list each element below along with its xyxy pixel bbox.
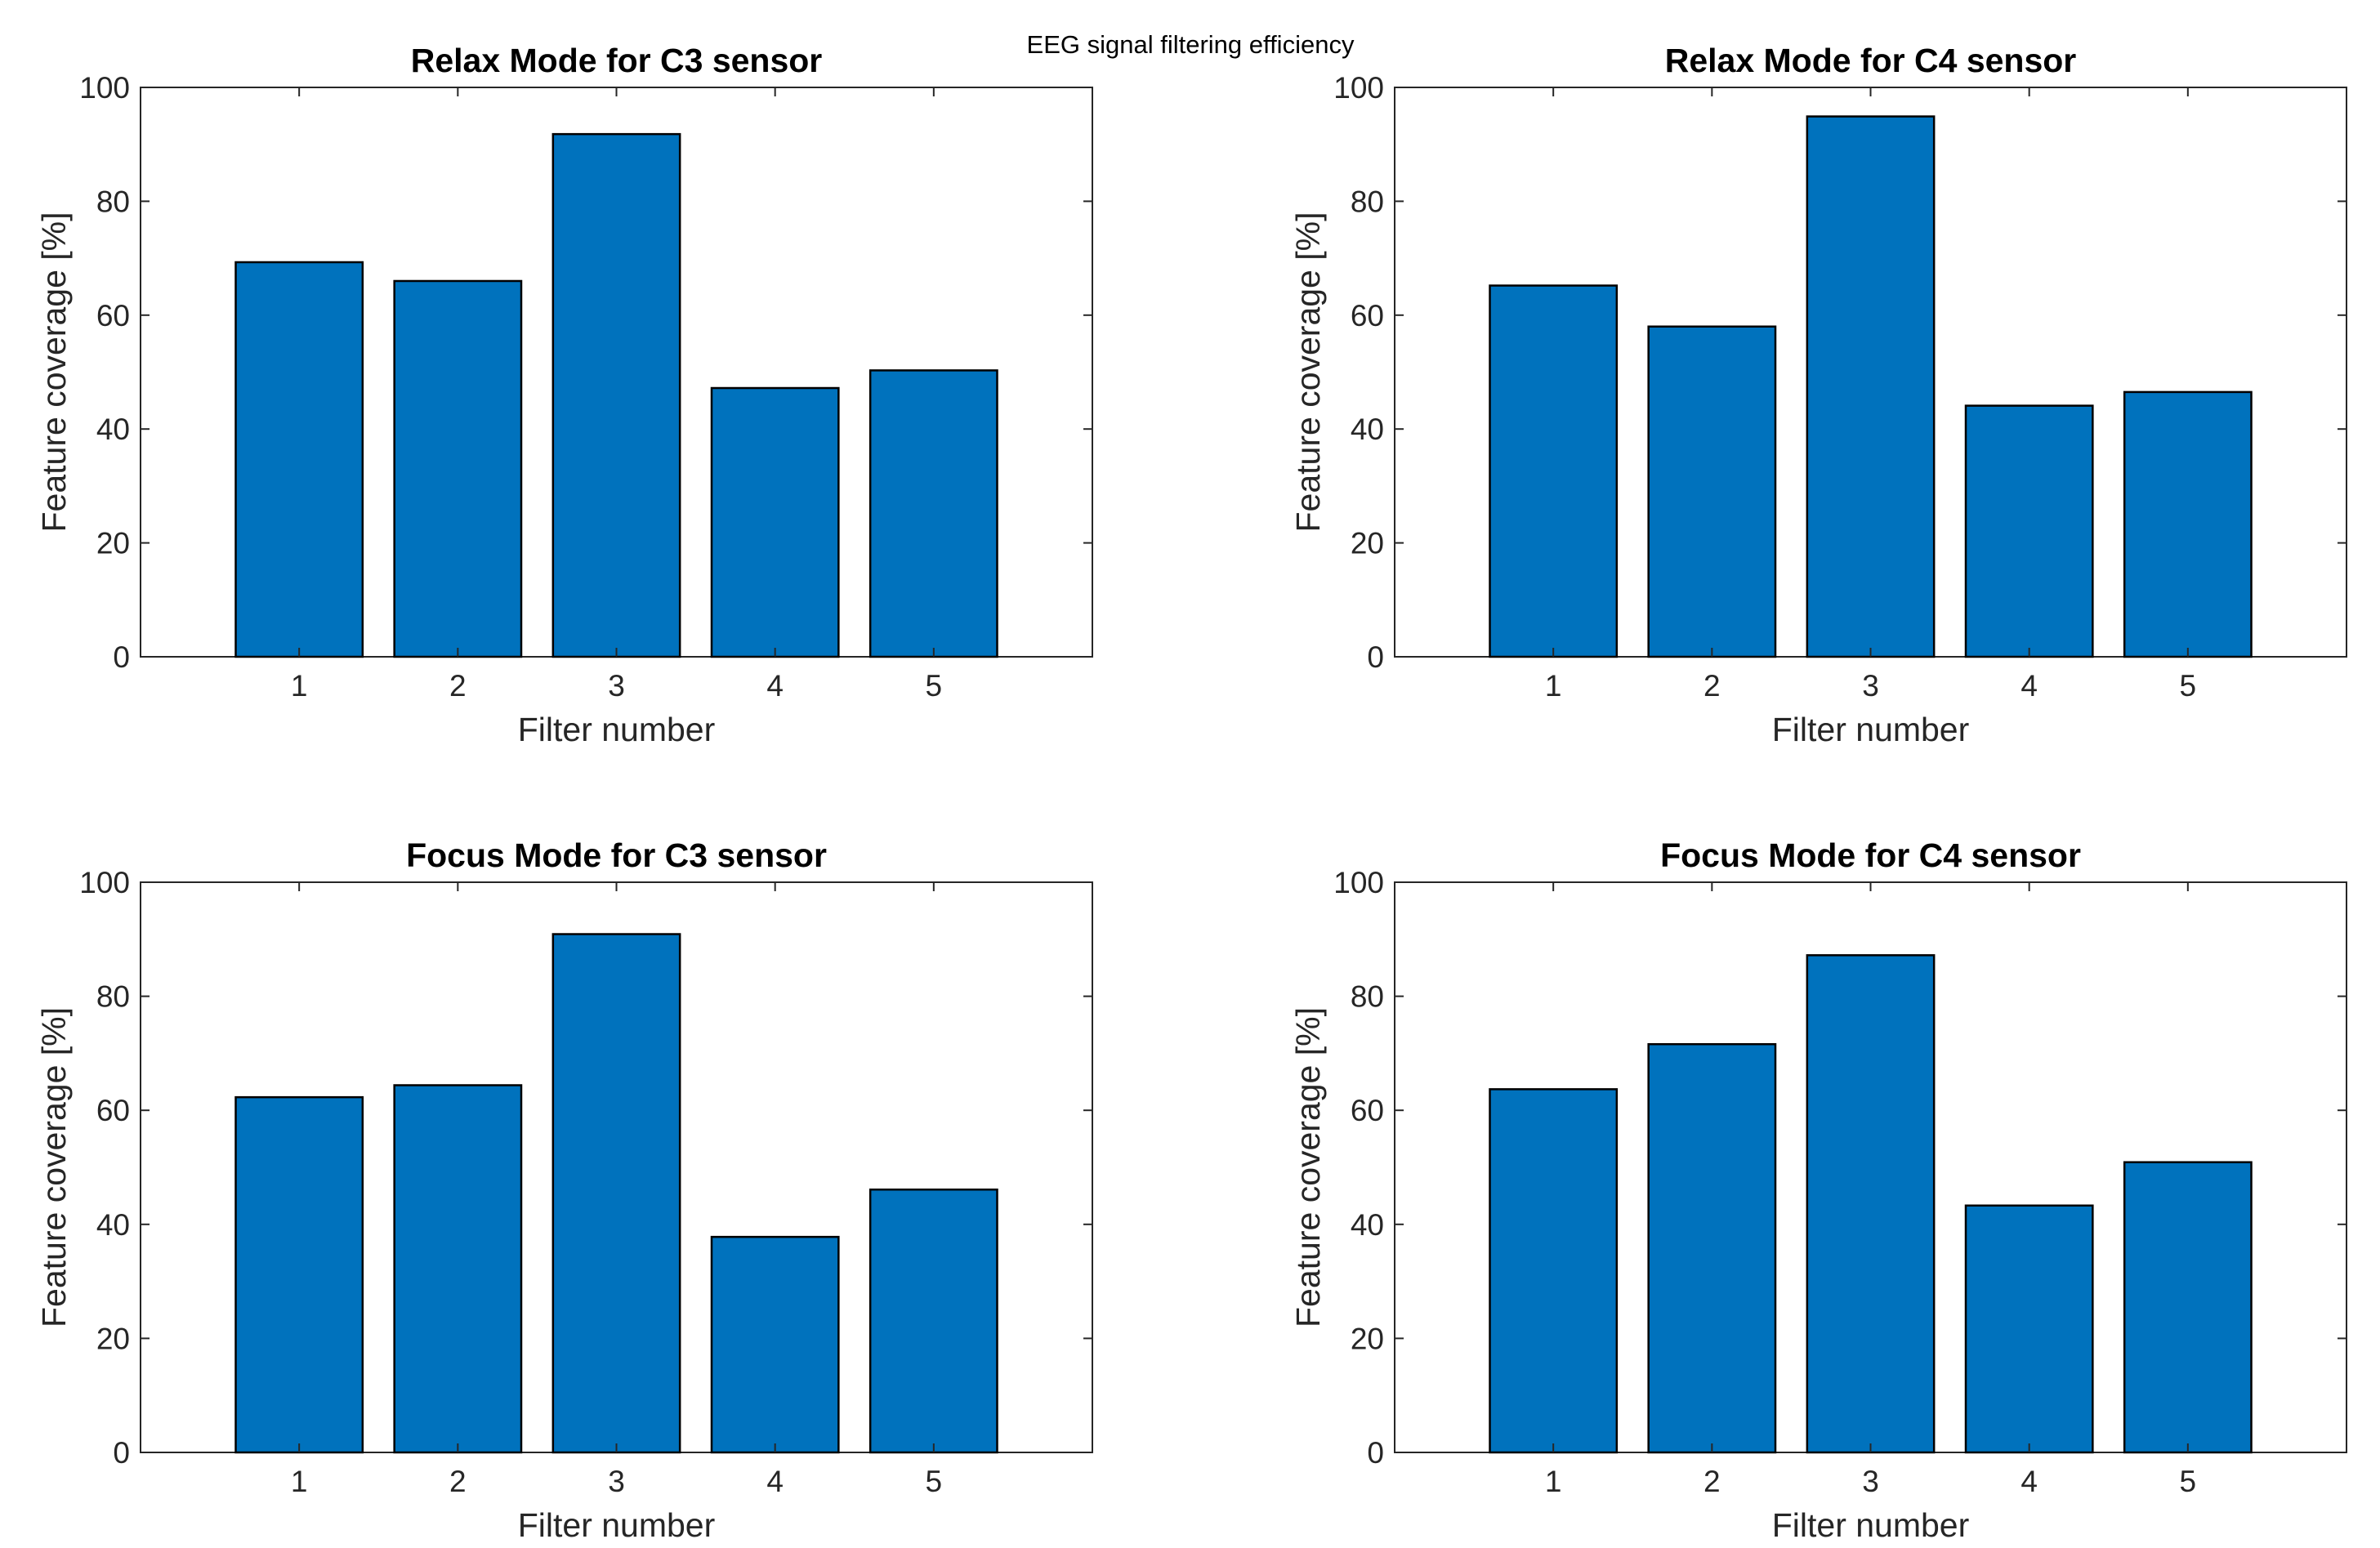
y-tick-label: 100 — [1333, 71, 1384, 105]
y-tick-label: 80 — [1351, 185, 1384, 218]
y-tick-label: 80 — [1351, 980, 1384, 1014]
y-tick-label: 60 — [1351, 1094, 1384, 1127]
y-tick-label: 0 — [113, 1436, 130, 1470]
bar-filter-4 — [710, 386, 840, 658]
y-tick-label: 80 — [96, 185, 130, 218]
x-tick-label: 5 — [926, 669, 943, 703]
x-tick-label: 4 — [2021, 669, 2038, 703]
y-axis-label: Feature coverage [%] — [1289, 212, 1327, 533]
bar-filter-4 — [710, 1235, 840, 1454]
y-tick-label: 20 — [1351, 527, 1384, 560]
y-tick-label: 100 — [79, 866, 130, 899]
bar-filter-1 — [234, 261, 364, 658]
subplot-focus-c4: Focus Mode for C4 sensor Filter number F… — [1289, 836, 2347, 1544]
x-tick-label: 4 — [766, 1465, 784, 1498]
bar-filter-5 — [868, 1188, 998, 1454]
subplot-relax-c3: Relax Mode for C3 sensor Filter number F… — [35, 42, 1093, 748]
subplot-title: Relax Mode for C3 sensor — [411, 42, 823, 79]
x-tick-label: 4 — [2021, 1465, 2038, 1498]
x-tick-label: 2 — [1704, 669, 1721, 703]
bar-filter-4 — [1964, 1204, 2094, 1454]
x-axis-label: Filter number — [1772, 1506, 1970, 1544]
x-tick-label: 3 — [608, 1465, 625, 1498]
bar-filter-3 — [551, 132, 681, 658]
y-axis-label: Feature coverage [%] — [35, 212, 73, 533]
subplot-title: Focus Mode for C4 sensor — [1660, 836, 2081, 874]
subplot-focus-c3: Focus Mode for C3 sensor Filter number F… — [35, 836, 1093, 1544]
bar-filter-1 — [234, 1095, 364, 1454]
subplot-title: Focus Mode for C3 sensor — [406, 836, 827, 874]
figure-suptitle: EEG signal filtering efficiency — [1027, 30, 1355, 59]
y-tick-label: 80 — [96, 980, 130, 1014]
bar-filter-3 — [1806, 115, 1936, 658]
y-tick-label: 20 — [96, 527, 130, 560]
bar-filter-3 — [551, 933, 681, 1454]
y-tick-label: 40 — [1351, 1208, 1384, 1242]
y-tick-label: 40 — [96, 1208, 130, 1242]
x-tick-label: 5 — [2180, 1465, 2197, 1498]
x-tick-label: 5 — [2180, 669, 2197, 703]
bar-filter-5 — [2123, 390, 2253, 658]
bar-filter-2 — [1647, 1042, 1777, 1454]
bar-filter-5 — [868, 369, 998, 658]
bar-filter-2 — [393, 279, 523, 658]
x-tick-label: 1 — [1545, 669, 1562, 703]
subplot-relax-c4: Relax Mode for C4 sensor Filter number F… — [1289, 42, 2347, 748]
x-tick-label: 4 — [766, 669, 784, 703]
x-tick-label: 1 — [1545, 1465, 1562, 1498]
y-tick-label: 40 — [1351, 413, 1384, 446]
x-tick-label: 3 — [608, 669, 625, 703]
y-tick-label: 0 — [1367, 640, 1384, 674]
x-tick-label: 5 — [926, 1465, 943, 1498]
x-tick-label: 3 — [1862, 669, 1879, 703]
bar-filter-2 — [1647, 325, 1777, 658]
bar-filter-3 — [1806, 954, 1936, 1454]
x-axis-label: Filter number — [518, 1506, 716, 1544]
y-tick-label: 100 — [1333, 866, 1384, 899]
bar-filter-1 — [1489, 284, 1619, 658]
bar-filter-1 — [1489, 1088, 1619, 1454]
y-tick-label: 20 — [1351, 1322, 1384, 1355]
y-tick-label: 60 — [96, 1094, 130, 1127]
bar-filter-2 — [393, 1084, 523, 1454]
subplot-title: Relax Mode for C4 sensor — [1665, 42, 2077, 79]
x-tick-label: 2 — [449, 1465, 467, 1498]
bar-filter-5 — [2123, 1161, 2253, 1454]
x-tick-label: 2 — [449, 669, 467, 703]
x-axis-label: Filter number — [1772, 711, 1970, 748]
x-axis-label: Filter number — [518, 711, 716, 748]
y-tick-label: 40 — [96, 413, 130, 446]
y-axis-label: Feature coverage [%] — [35, 1007, 73, 1327]
x-tick-label: 1 — [291, 669, 308, 703]
y-tick-label: 60 — [1351, 299, 1384, 332]
y-axis-label: Feature coverage [%] — [1289, 1007, 1327, 1327]
y-tick-label: 0 — [113, 640, 130, 674]
y-tick-label: 20 — [96, 1322, 130, 1355]
x-tick-label: 3 — [1862, 1465, 1879, 1498]
y-tick-label: 60 — [96, 299, 130, 332]
y-tick-label: 100 — [79, 71, 130, 105]
y-tick-label: 0 — [1367, 1436, 1384, 1470]
x-tick-label: 1 — [291, 1465, 308, 1498]
x-tick-label: 2 — [1704, 1465, 1721, 1498]
bar-filter-4 — [1964, 404, 2094, 658]
